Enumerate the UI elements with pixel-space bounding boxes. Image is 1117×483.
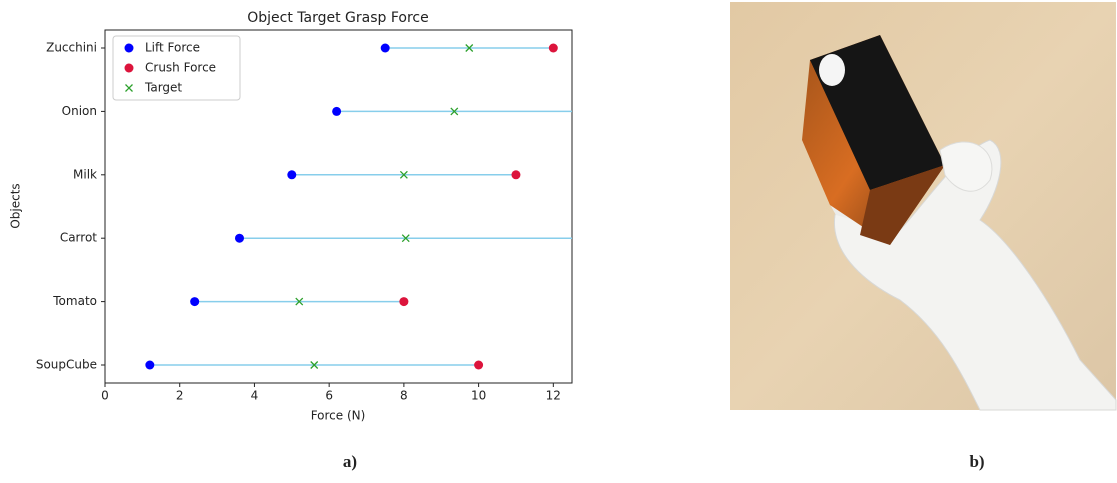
target-marker bbox=[399, 170, 408, 179]
force-marker bbox=[399, 297, 409, 307]
force-marker bbox=[474, 360, 484, 370]
legend-marker bbox=[124, 43, 134, 53]
panel-label: a) bbox=[343, 452, 357, 471]
x-tick-label: 8 bbox=[400, 389, 408, 403]
y-tick-label: Tomato bbox=[52, 294, 97, 308]
x-tick-label: 0 bbox=[101, 389, 109, 403]
force-marker bbox=[548, 43, 558, 53]
legend-box bbox=[112, 35, 241, 101]
legend-label: Lift Force bbox=[145, 41, 200, 55]
target-marker bbox=[295, 297, 304, 306]
target-marker bbox=[310, 361, 319, 369]
force-marker bbox=[287, 170, 297, 180]
y-axis-label: Objects bbox=[9, 183, 23, 228]
y-tick-label: Carrot bbox=[60, 231, 97, 245]
target-marker bbox=[465, 44, 474, 52]
x-tick-label: 2 bbox=[176, 389, 184, 403]
force-marker bbox=[332, 106, 342, 116]
legend-label: Target bbox=[144, 81, 182, 95]
legend-marker bbox=[124, 63, 134, 73]
x-tick-label: 12 bbox=[546, 389, 561, 403]
x-tick-label: 4 bbox=[251, 389, 259, 403]
target-marker bbox=[450, 107, 459, 116]
y-tick-label: Milk bbox=[73, 167, 97, 181]
chart-title: Object Target Grasp Force bbox=[247, 10, 429, 26]
y-tick-label: SoupCube bbox=[36, 358, 97, 372]
force-marker bbox=[190, 297, 200, 307]
target-marker bbox=[401, 234, 410, 243]
force-marker bbox=[380, 43, 390, 53]
force-marker bbox=[145, 360, 155, 370]
legend-label: Crush Force bbox=[145, 61, 216, 75]
axes-frame bbox=[104, 29, 573, 384]
panel-label: b) bbox=[969, 452, 984, 471]
photo bbox=[730, 2, 1117, 411]
y-tick-label: Zucchini bbox=[46, 41, 97, 55]
x-tick-label: 6 bbox=[325, 389, 333, 403]
legend-marker bbox=[125, 84, 133, 92]
x-tick-label: 10 bbox=[471, 389, 486, 403]
force-marker bbox=[234, 233, 244, 243]
x-axis-label: Force (N) bbox=[311, 409, 366, 423]
force-marker bbox=[511, 170, 521, 180]
y-tick-label: Onion bbox=[62, 104, 97, 118]
